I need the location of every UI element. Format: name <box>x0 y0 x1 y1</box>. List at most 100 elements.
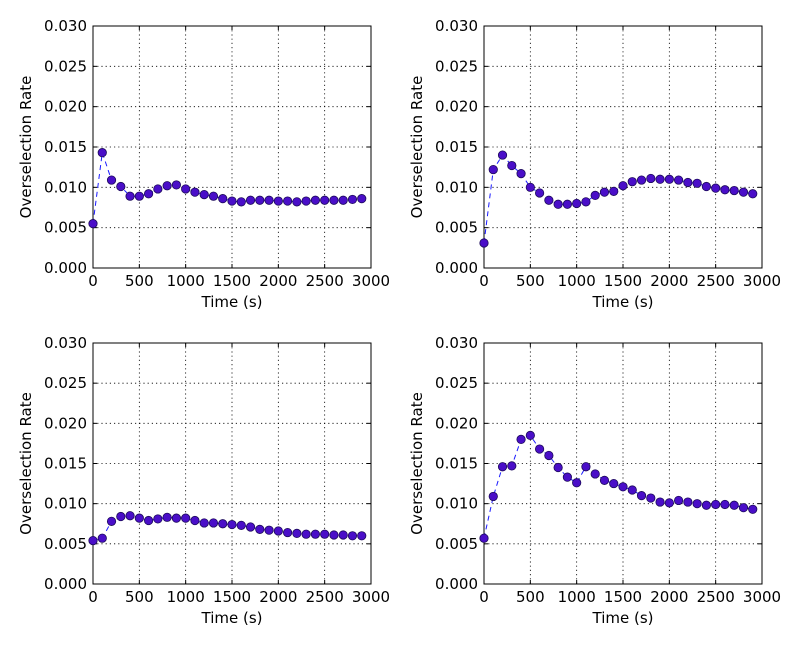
axes-frame <box>92 342 372 585</box>
x-axis-label: Time (s) <box>592 293 654 311</box>
data-point <box>190 515 200 526</box>
y-tick-label: 0.000 <box>44 575 87 593</box>
y-tick-label: 0.025 <box>44 374 87 392</box>
subplot-2: 0 500 1000 1500 2000 2500 3000 0.000 0.005 0.010 0… <box>408 17 781 311</box>
data-point <box>553 199 563 209</box>
x-tick-label: 2500 <box>306 272 344 290</box>
data-point <box>590 469 600 479</box>
y-tick-label: 0.015 <box>44 138 87 156</box>
data-point <box>144 515 154 526</box>
y-tick-label: 0.020 <box>435 414 478 432</box>
data-point <box>338 530 348 540</box>
x-axis-label: Time (s) <box>201 293 263 311</box>
x-tick-label: 2500 <box>306 588 344 606</box>
data-point <box>507 160 517 171</box>
data-point <box>273 526 283 536</box>
data-point <box>738 187 749 197</box>
data-point <box>116 181 126 192</box>
data-point <box>153 514 163 524</box>
x-tick-label: 500 <box>125 272 154 290</box>
data-point <box>347 194 358 205</box>
data-point <box>525 182 535 192</box>
data-point <box>153 184 163 194</box>
data-point <box>208 191 219 201</box>
data-point <box>701 181 712 192</box>
data-point <box>218 194 228 204</box>
data-point <box>497 462 508 472</box>
data-point <box>282 527 293 538</box>
y-tick-label: 0.025 <box>435 374 478 392</box>
data-point <box>181 184 191 194</box>
data-point <box>627 177 637 187</box>
y-tick-label: 0.000 <box>435 259 478 277</box>
data-point <box>236 520 246 530</box>
data-point <box>525 430 535 440</box>
data-point <box>245 195 256 205</box>
data-point <box>646 493 656 503</box>
x-tick-label: 2000 <box>259 272 297 290</box>
data-point <box>488 491 498 502</box>
data-point <box>199 189 209 200</box>
x-tick-label: 1000 <box>558 272 596 290</box>
subplot-3: 0 500 1000 1500 2000 2500 3000 0.000 0.005 0.010 0… <box>17 334 390 627</box>
data-point <box>692 499 702 509</box>
data-point <box>711 499 721 510</box>
data-point <box>199 518 209 528</box>
data-point <box>236 197 246 207</box>
y-tick-label: 0.025 <box>435 57 478 75</box>
data-point <box>562 199 573 209</box>
data-point <box>609 186 619 196</box>
data-point <box>255 195 265 205</box>
data-point <box>227 196 237 206</box>
data-point <box>347 531 358 541</box>
x-tick-label: 2500 <box>697 588 735 606</box>
x-axis-label: Time (s) <box>201 609 263 627</box>
y-tick-label: 0.010 <box>44 178 87 196</box>
subplot-4: 0 500 1000 1500 2000 2500 3000 0.000 0.005 0.010 0… <box>408 334 781 627</box>
y-tick-label: 0.000 <box>435 575 478 593</box>
y-tick-label: 0.020 <box>435 98 478 116</box>
x-axis-label: Time (s) <box>592 609 654 627</box>
data-point <box>655 174 665 184</box>
x-tick-label: 1000 <box>167 588 205 606</box>
y-tick-label: 0.010 <box>435 495 478 513</box>
y-tick-label: 0.015 <box>44 455 87 473</box>
data-point <box>590 190 600 200</box>
data-point <box>310 195 320 205</box>
data-point <box>581 462 591 472</box>
data-point <box>134 513 144 523</box>
data-point <box>264 195 274 205</box>
y-tick-label: 0.015 <box>435 138 478 156</box>
x-tick-label: 500 <box>516 588 545 606</box>
data-point <box>106 516 117 526</box>
data-point <box>636 491 647 501</box>
x-tick-label: 1500 <box>213 588 251 606</box>
data-point <box>562 472 573 482</box>
y-tick-label: 0.030 <box>435 17 478 35</box>
data-point <box>711 183 721 193</box>
data-point <box>310 529 320 539</box>
axes-frame <box>483 342 763 585</box>
data-point <box>171 180 181 190</box>
x-tick-label: 0 <box>479 588 489 606</box>
data-point <box>282 196 293 206</box>
x-tick-label: 3000 <box>352 272 390 290</box>
y-tick-label: 0.010 <box>435 178 478 196</box>
data-point <box>581 197 591 207</box>
data-point <box>544 450 554 461</box>
series-line <box>92 152 362 224</box>
data-point <box>664 498 674 508</box>
y-tick-label: 0.005 <box>435 535 478 553</box>
y-axis-label: Overselection Rate <box>408 392 426 535</box>
series-line <box>483 154 753 244</box>
y-tick-label: 0.020 <box>44 98 87 116</box>
data-point <box>553 462 563 473</box>
data-point <box>134 191 144 201</box>
data-point <box>516 434 526 444</box>
x-tick-label: 0 <box>88 272 98 290</box>
data-point <box>97 533 107 543</box>
x-tick-label: 2000 <box>650 588 688 606</box>
data-point <box>729 185 739 196</box>
data-point <box>329 530 339 540</box>
x-tick-label: 2000 <box>259 588 297 606</box>
